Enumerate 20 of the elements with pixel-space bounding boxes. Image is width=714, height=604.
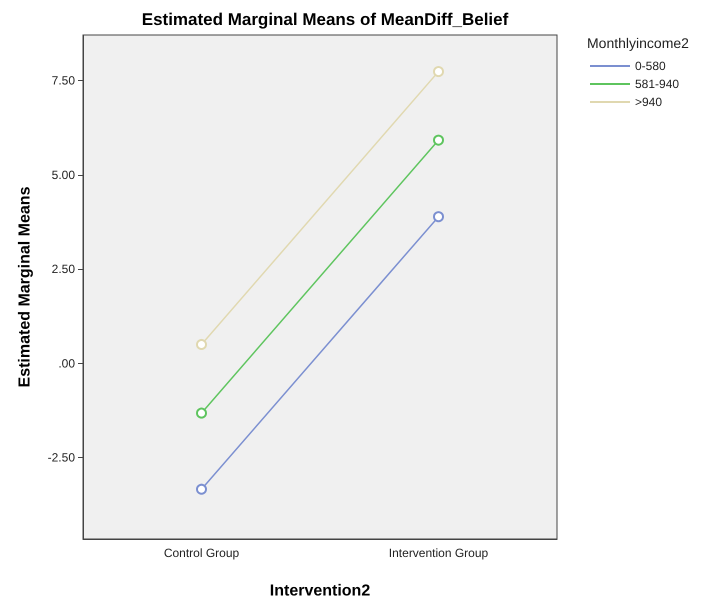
y-tick-label: 5.00 (52, 168, 76, 182)
point (196, 338, 207, 350)
legend-title: Monthlyincome2 (587, 35, 690, 51)
point (196, 408, 207, 419)
chart-title: Estimated Marginal Means of MeanDiff_Belief (142, 10, 509, 29)
point (196, 484, 207, 495)
y-tick-label: .00 (58, 356, 76, 370)
y-tick-label: -2.50 (48, 450, 76, 465)
point (433, 134, 444, 146)
x-tick-label: Intervention Group (388, 546, 489, 560)
legend-label: 0-580 (635, 59, 666, 73)
point (433, 211, 444, 222)
legend-label: 581-940 (635, 77, 680, 91)
y-axis-title: Estimated Marginal Means (16, 186, 34, 388)
x-axis-title: Intervention2 (270, 582, 370, 600)
y-tick-label: 7.50 (52, 74, 76, 88)
y-tick-label: 2.50 (52, 262, 76, 276)
legend-label: >940 (635, 95, 662, 109)
point (433, 66, 444, 78)
x-tick-label: Control Group (164, 546, 240, 560)
